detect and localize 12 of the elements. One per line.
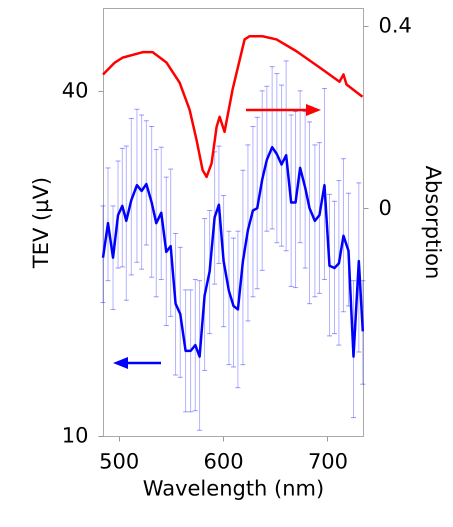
y-axis-title: TEV (μV) — [28, 176, 53, 270]
y2-tick-label: 0.4 — [378, 14, 412, 38]
x-tick-label: 600 — [204, 450, 244, 474]
x-tick-label: 500 — [99, 450, 140, 474]
x-tick-label: 700 — [308, 450, 348, 474]
y-tick-label: 40 — [62, 78, 88, 102]
x-axis-title: Wavelength (nm) — [142, 476, 324, 500]
y2-axis-title: Absorption — [420, 166, 445, 280]
line-series — [102, 34, 364, 178]
y-tick-label: 10 — [62, 424, 88, 448]
line-series — [102, 146, 364, 358]
y2-tick-label: 0 — [378, 196, 392, 220]
